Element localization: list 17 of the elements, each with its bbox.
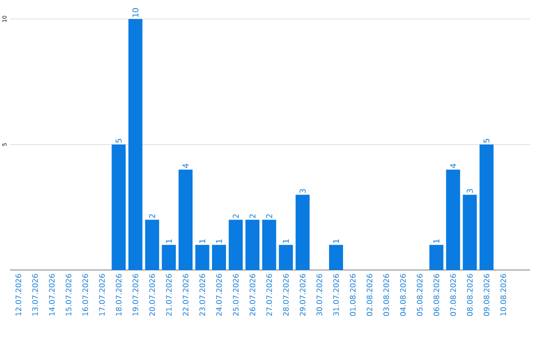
bar <box>446 170 460 270</box>
bar <box>296 194 310 270</box>
bar <box>212 244 226 270</box>
bar <box>329 244 344 270</box>
bar <box>195 244 210 270</box>
bar <box>262 220 276 270</box>
bar <box>162 244 176 270</box>
bar <box>462 194 477 270</box>
bar <box>145 220 160 270</box>
bar <box>178 170 193 270</box>
bar <box>112 144 126 270</box>
bar <box>228 220 243 270</box>
bar <box>245 220 260 270</box>
bar <box>128 18 142 270</box>
bar <box>278 244 293 270</box>
bar <box>480 144 494 270</box>
bar <box>429 244 444 270</box>
